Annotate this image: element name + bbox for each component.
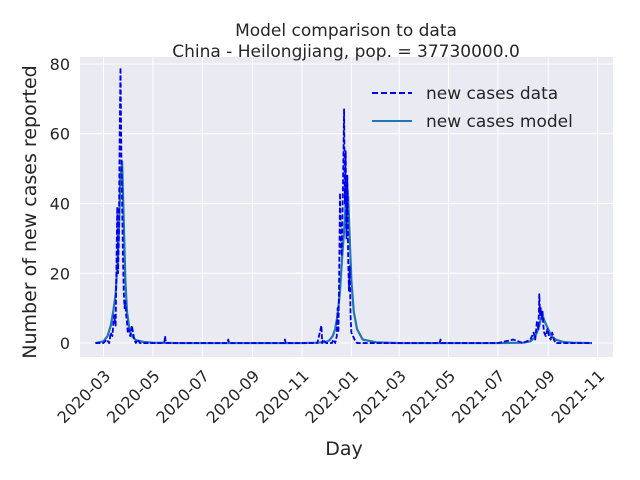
y-tick-label: 80 <box>50 55 70 74</box>
y-tick-label: 0 <box>60 334 70 353</box>
x-tick-label: 2020-07 <box>152 366 213 427</box>
y-tick-labels: 0 20 40 60 80 <box>50 55 70 353</box>
x-tick-label: 2021-09 <box>498 366 559 427</box>
chart-title: Model comparison to data <box>235 21 457 41</box>
x-tick-label: 2020-03 <box>54 366 115 427</box>
x-tick-label: 2021-07 <box>448 366 509 427</box>
legend: new cases data new cases model <box>372 84 573 132</box>
chart-subtitle: China - Heilongjiang, pop. = 37730000.0 <box>172 42 520 62</box>
series-layer <box>95 66 592 345</box>
y-tick-label: 60 <box>50 125 70 144</box>
y-tick-label: 20 <box>50 264 70 283</box>
legend-label-model: new cases model <box>426 112 573 132</box>
y-axis-label: Number of new cases reported <box>19 65 41 358</box>
x-tick-label: 2021-03 <box>349 366 410 427</box>
x-tick-label: 2021-05 <box>399 366 460 427</box>
y-tick-label: 40 <box>50 195 70 214</box>
series-line-data <box>95 66 592 344</box>
x-tick-label: 2020-11 <box>252 366 313 427</box>
x-tick-label: 2021-11 <box>548 366 609 427</box>
legend-label-data: new cases data <box>426 84 558 104</box>
x-axis-label: Day <box>325 438 363 460</box>
x-tick-label: 2020-05 <box>103 366 164 427</box>
x-tick-label: 2020-09 <box>203 366 264 427</box>
